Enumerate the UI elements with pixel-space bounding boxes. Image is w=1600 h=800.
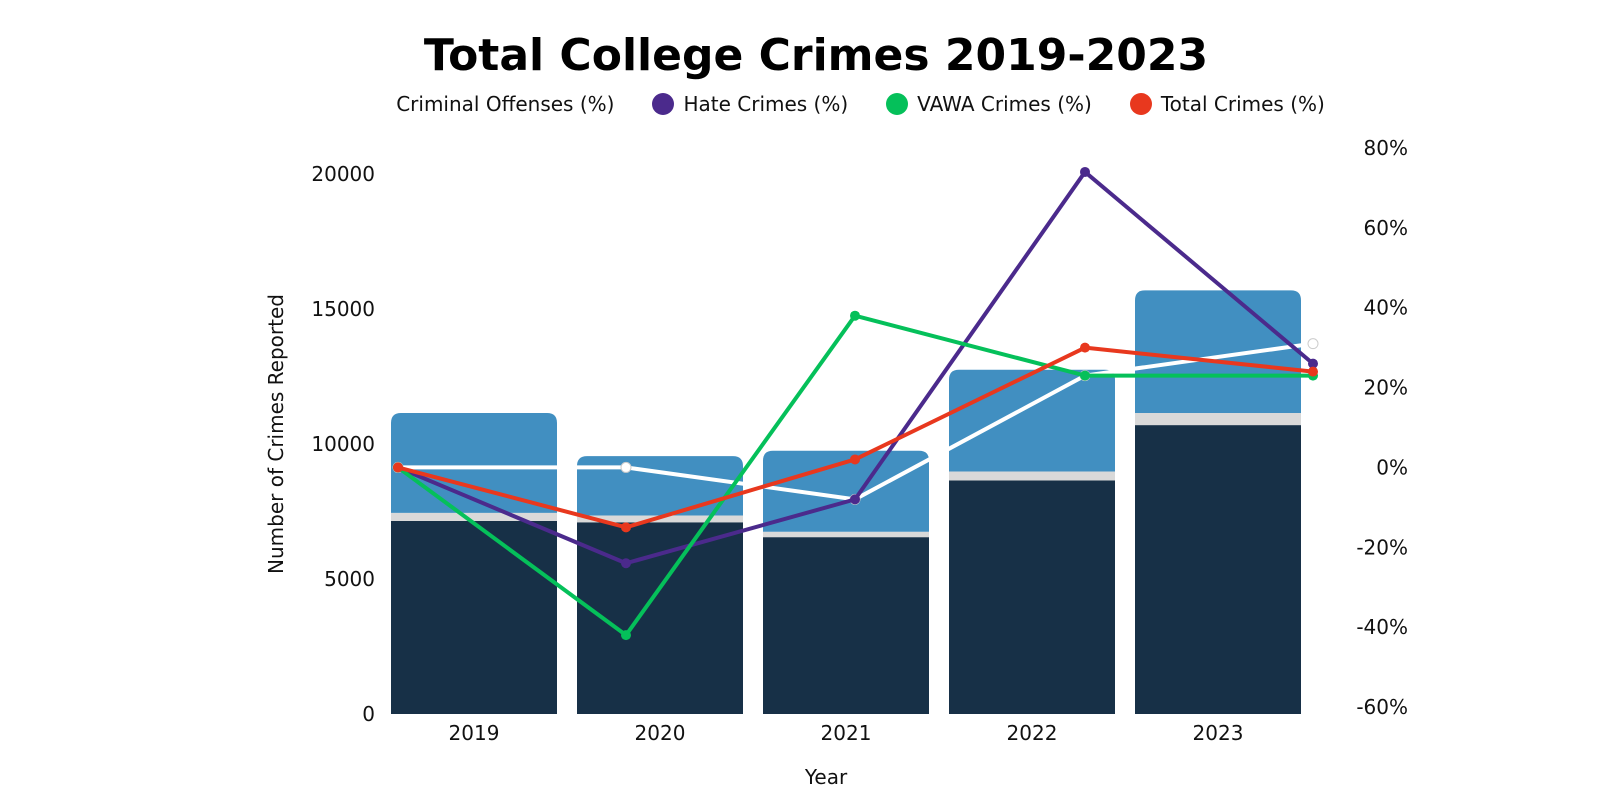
y-axis-title: Number of Crimes Reported: [264, 294, 288, 574]
y-tick-label-10000: 10000: [311, 432, 375, 456]
point-total-crimes-2021: [850, 454, 860, 465]
bar-segment-2022-s3: [949, 369, 1115, 472]
legend-swatch-total-crimes: [1129, 93, 1152, 115]
legend-label-hate-crimes: Hate Crimes (%): [683, 92, 849, 116]
bar-segment-2023-s3: [1135, 290, 1301, 413]
bar-segment-2020-s3: [577, 456, 743, 516]
legend-swatch-vawa-crimes: [886, 93, 909, 115]
x-tick-label-2019: 2019: [449, 721, 500, 745]
x-axis-title: Year: [804, 765, 848, 789]
y-tick-label-15000: 15000: [311, 297, 375, 321]
chart-title: Total College Crimes 2019-2023: [423, 30, 1209, 81]
y2-tick-label-neg40pct: -40%: [1356, 615, 1408, 639]
x-tick-label-2020: 2020: [635, 721, 686, 745]
y-tick-label-20000: 20000: [311, 162, 375, 186]
legend-swatch-criminal-offenses: [365, 93, 388, 115]
axes-layer: 0 5000 10000 15000 20000 -60% -40% -20% 0% 20% 40%…: [311, 136, 1408, 745]
y2-tick-label-80pct: 80%: [1364, 136, 1408, 160]
point-vawa-crimes-2020: [621, 630, 631, 641]
y2-tick-label-0pct: 0%: [1376, 455, 1408, 479]
y2-tick-label-neg60pct: -60%: [1356, 695, 1408, 719]
legend-item-criminal-offenses: Criminal Offenses (%): [365, 92, 614, 116]
bar-segment-2022-s1: [949, 480, 1115, 714]
y2-tick-label-neg20pct: -20%: [1356, 535, 1408, 559]
point-total-crimes-2019: [393, 462, 403, 473]
point-hate-crimes-2023: [1308, 358, 1318, 369]
point-vawa-crimes-2022: [1080, 370, 1090, 381]
legend-label-criminal-offenses: Criminal Offenses (%): [396, 92, 615, 116]
x-tick-label-2022: 2022: [1007, 721, 1058, 745]
point-total-crimes-2020: [621, 522, 631, 533]
bar-segment-2023-s1: [1135, 425, 1301, 714]
legend-label-total-crimes: Total Crimes (%): [1160, 92, 1325, 116]
bar-segment-2022-s2: [949, 471, 1115, 481]
bar-segment-2023-s2: [1135, 412, 1301, 426]
legend-item-total-crimes: Total Crimes (%): [1129, 92, 1325, 116]
point-total-crimes-2023: [1308, 366, 1318, 377]
point-total-crimes-2022: [1080, 342, 1090, 353]
lines-layer: [392, 166, 1319, 641]
bar-segment-2021-s2: [763, 531, 929, 538]
legend-item-hate-crimes: Hate Crimes (%): [652, 92, 848, 116]
point-hate-crimes-2020: [621, 558, 631, 569]
point-criminal-offenses-2020: [620, 461, 632, 473]
y-tick-label-0: 0: [362, 702, 375, 726]
bar-segment-2019-s1: [391, 520, 557, 714]
bar-segment-2019-s2: [391, 512, 557, 521]
bars-layer: [391, 290, 1301, 714]
y2-tick-label-60pct: 60%: [1364, 216, 1408, 240]
bar-segment-2021-s1: [763, 537, 929, 714]
point-hate-crimes-2022: [1080, 166, 1090, 177]
point-hate-crimes-2021: [850, 494, 860, 505]
y2-tick-label-40pct: 40%: [1364, 296, 1408, 320]
legend-label-vawa-crimes: VAWA Crimes (%): [917, 92, 1092, 116]
y-tick-label-5000: 5000: [324, 567, 375, 591]
legend-item-vawa-crimes: VAWA Crimes (%): [886, 92, 1092, 116]
point-vawa-crimes-2021: [850, 310, 860, 321]
bar-segment-2019-s3: [391, 412, 557, 513]
x-tick-label-2021: 2021: [821, 721, 872, 745]
legend-swatch-hate-crimes: [652, 93, 675, 115]
point-criminal-offenses-2023: [1307, 338, 1319, 350]
chart-legend: Criminal Offenses (%) Hate Crimes (%) VA…: [0, 92, 1600, 116]
x-tick-label-2023: 2023: [1193, 721, 1244, 745]
y2-tick-label-20pct: 20%: [1364, 376, 1408, 400]
